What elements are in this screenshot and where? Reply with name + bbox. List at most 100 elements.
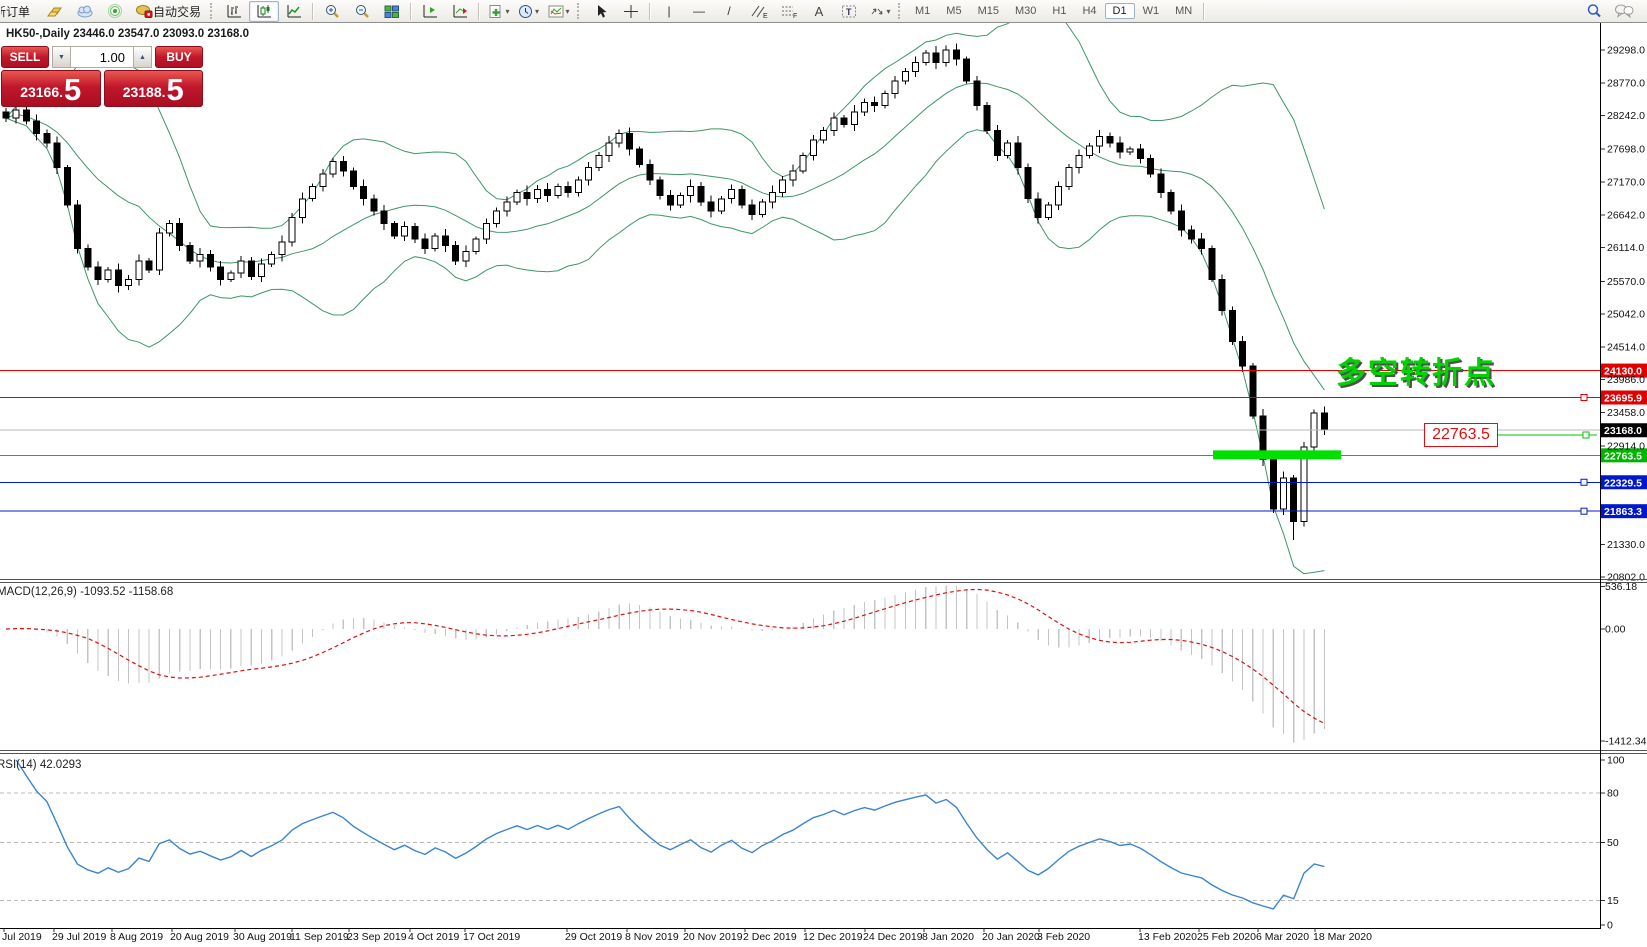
rsi-scale-label: 100 bbox=[1607, 755, 1625, 767]
autotrade-button[interactable]: 自动交易 bbox=[130, 1, 206, 22]
date-tick-label: 8 Jan 2020 bbox=[922, 931, 974, 943]
fibonacci-tool-button[interactable]: F bbox=[774, 1, 804, 22]
horizontal-line-tool-button[interactable]: — bbox=[684, 1, 714, 22]
date-tick-label: 29 Oct 2019 bbox=[565, 931, 622, 943]
price-tick-label: 28242.0 bbox=[1607, 110, 1645, 122]
sell-price-display[interactable]: 23166. 5 bbox=[1, 70, 101, 107]
volume-increase-button[interactable]: ▲ bbox=[133, 46, 152, 68]
price-axis-flag bbox=[1601, 423, 1647, 438]
rsi-scale-label: 15 bbox=[1607, 895, 1619, 907]
price-axis-flag bbox=[1601, 390, 1647, 405]
tile-windows-icon bbox=[384, 5, 400, 18]
tab-timeframe-d1[interactable]: D1 bbox=[1104, 3, 1135, 19]
tab-timeframe-h4[interactable]: H4 bbox=[1082, 5, 1097, 17]
periods-button[interactable]: ▾ bbox=[513, 1, 543, 22]
macd-scale-label: 536.18 bbox=[1605, 581, 1637, 593]
community-button[interactable] bbox=[70, 1, 100, 22]
chat-button[interactable] bbox=[1609, 1, 1639, 22]
tab-timeframe-mn[interactable]: MN bbox=[1175, 5, 1193, 17]
price-tick-label: 29298.0 bbox=[1607, 45, 1645, 57]
arrows-icon bbox=[871, 8, 882, 14]
toolbar-grip[interactable] bbox=[210, 3, 215, 19]
chart-area[interactable]: 24130.0 23695.9 23168.0 22763.5 22329.5 21863… bbox=[0, 23, 1647, 947]
vertical-line-tool-button[interactable]: | bbox=[654, 1, 684, 22]
toolbar-grip[interactable] bbox=[577, 3, 582, 19]
autotrade-icon bbox=[136, 5, 153, 18]
timeframe-group: M1 M5 M15 M30 H1 H4 D1 W1 MN bbox=[907, 3, 1200, 19]
crosshair-tool-button[interactable] bbox=[616, 1, 646, 22]
volume-stepper: ▼ ▲ bbox=[52, 46, 152, 68]
annotation-connector-marker[interactable] bbox=[1582, 431, 1590, 439]
channel-tool-button[interactable]: E bbox=[744, 1, 774, 22]
price-tick-label: 23986.0 bbox=[1607, 374, 1645, 386]
volume-decrease-button[interactable]: ▼ bbox=[52, 46, 71, 68]
toolbar-grip[interactable] bbox=[898, 3, 903, 19]
cursor-tool-button[interactable] bbox=[586, 1, 616, 22]
support-highlight-bar[interactable] bbox=[1213, 450, 1341, 460]
text-tool-button[interactable]: A bbox=[804, 1, 834, 22]
date-tick-label: 8 Nov 2019 bbox=[625, 931, 679, 943]
macd-signal-line bbox=[5, 588, 1325, 724]
sell-button[interactable]: SELL bbox=[1, 46, 49, 68]
bollinger-lower-line bbox=[5, 117, 1325, 575]
date-tick-label: 20 Aug 2019 bbox=[170, 931, 229, 943]
search-button[interactable] bbox=[1579, 1, 1609, 22]
line-chart-button[interactable] bbox=[279, 1, 309, 22]
turning-point-annotation[interactable]: 多空转折点 bbox=[1336, 357, 1496, 390]
price-level-annotation-box[interactable]: 22763.5 bbox=[1424, 423, 1498, 447]
tab-timeframe-w1[interactable]: W1 bbox=[1142, 5, 1160, 17]
text-label-tool-button[interactable]: T bbox=[834, 1, 864, 22]
buy-button[interactable]: BUY bbox=[155, 46, 203, 68]
chart-title-ohlc: HK50-,Daily 23446.0 23547.0 23093.0 2316… bbox=[6, 28, 249, 40]
macd-histogram bbox=[15, 585, 1326, 743]
search-icon bbox=[1587, 4, 1601, 18]
tab-timeframe-h1[interactable]: H1 bbox=[1052, 5, 1067, 17]
candlestick-chart-button[interactable] bbox=[249, 0, 280, 22]
candlestick-icon bbox=[257, 4, 272, 17]
auto-scroll-button[interactable] bbox=[445, 1, 475, 22]
bar-chart-icon bbox=[227, 4, 242, 17]
new-chart-button[interactable]: ▾ bbox=[483, 1, 513, 22]
tab-timeframe-m30[interactable]: M30 bbox=[1014, 5, 1037, 17]
zoom-out-button[interactable] bbox=[347, 1, 377, 22]
arrows-tool-button[interactable]: ▾ bbox=[864, 1, 894, 22]
bar-chart-button[interactable] bbox=[219, 1, 249, 22]
new-order-button[interactable]: 新订单 bbox=[0, 1, 40, 22]
zoom-out-icon bbox=[356, 4, 369, 18]
new-order-label: 新订单 bbox=[1, 4, 31, 19]
tab-timeframe-m5[interactable]: M5 bbox=[946, 5, 962, 17]
market-watch-gold-icon[interactable] bbox=[40, 1, 70, 22]
signals-button[interactable] bbox=[100, 1, 130, 22]
rsi-line bbox=[15, 759, 1325, 910]
dropdown-caret-icon: ▾ bbox=[565, 6, 570, 16]
tile-windows-button[interactable] bbox=[377, 1, 407, 22]
date-tick-label: 13 Feb 2020 bbox=[1138, 931, 1197, 943]
hline-marker[interactable] bbox=[1580, 394, 1588, 402]
buy-price-display[interactable]: 23188. 5 bbox=[103, 70, 203, 107]
price-axis-flag bbox=[1601, 448, 1647, 463]
auto-scroll-icon bbox=[453, 4, 468, 17]
fibonacci-icon: F bbox=[782, 6, 797, 19]
tab-timeframe-m15[interactable]: M15 bbox=[977, 5, 999, 17]
price-tick-label: 24514.0 bbox=[1607, 341, 1645, 353]
chart-shift-button[interactable] bbox=[415, 1, 445, 22]
channel-icon: E bbox=[751, 5, 768, 19]
vline-icon: | bbox=[667, 4, 671, 18]
macd-indicator-label: MACD(12,26,9) -1093.52 -1158.68 bbox=[0, 586, 174, 598]
tab-timeframe-m1[interactable]: M1 bbox=[915, 5, 931, 17]
signal-icon bbox=[108, 4, 122, 18]
buy-price-main: 23188. bbox=[122, 84, 166, 100]
hline-marker[interactable] bbox=[1580, 507, 1588, 515]
zoom-in-button[interactable] bbox=[317, 1, 347, 22]
price-tick-label: 27698.0 bbox=[1607, 144, 1645, 156]
volume-input[interactable] bbox=[71, 46, 133, 68]
price-tick-label: 21330.0 bbox=[1607, 539, 1645, 551]
svg-text:F: F bbox=[793, 13, 797, 19]
trendline-tool-button[interactable]: / bbox=[714, 1, 744, 22]
price-tick-label: 26642.0 bbox=[1607, 209, 1645, 221]
price-tick-label: 26114.0 bbox=[1607, 242, 1644, 254]
indicators-button[interactable]: ▾ bbox=[543, 1, 573, 22]
hline-marker[interactable] bbox=[1580, 478, 1588, 486]
toolbar-separator bbox=[312, 2, 315, 20]
